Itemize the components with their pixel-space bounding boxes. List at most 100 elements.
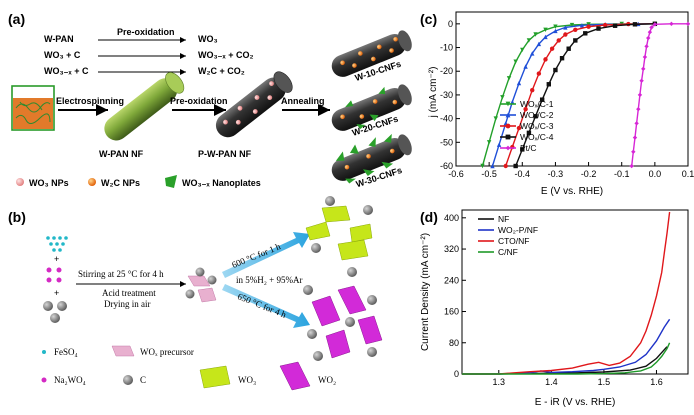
series-point-4	[639, 78, 644, 83]
chart-d-ylabel: Current Density (mA cm⁻²)	[420, 233, 431, 351]
series-point-2	[543, 57, 548, 62]
series-point-3	[559, 56, 565, 61]
series-point-0	[480, 163, 485, 169]
lower-condition: 650 °C for 4 h	[236, 291, 288, 320]
x-tick-label: -0.6	[448, 169, 464, 179]
series-line-4	[631, 23, 688, 167]
series-point-0	[526, 38, 532, 43]
series-line-3	[462, 342, 671, 375]
plus-sign-2: +	[54, 288, 59, 298]
plus-sign-1: +	[54, 254, 59, 264]
y-tick-label: 0	[448, 19, 453, 29]
legend-label: WOₓ/C-4	[520, 132, 554, 142]
legend-wo3-np: WO₃ NPs	[29, 178, 69, 188]
gas-condition: in 5%H₂ + 95%Ar	[236, 275, 302, 285]
precursor-legend-icon	[111, 345, 135, 357]
series-point-4	[646, 35, 651, 41]
legend-wo2: WO₂	[318, 375, 336, 385]
y-tick-label: -10	[440, 43, 453, 53]
series-line-0	[462, 346, 668, 375]
series-line-1	[491, 23, 655, 167]
carbon-cluster	[43, 301, 67, 323]
series-point-0	[513, 59, 518, 64]
legend-label: CTO/NF	[498, 236, 529, 246]
legend-wo3x: WO₃₋ₓ Nanoplates	[182, 178, 261, 188]
chart-c-ylabel: j (mA cm⁻²)	[428, 67, 439, 119]
legend-marker	[505, 134, 511, 140]
reaction-2-reactant: WO₃ + C	[44, 50, 81, 60]
na2wo4-cluster	[46, 267, 62, 283]
series-point-1	[543, 34, 548, 40]
y-tick-label: -20	[440, 66, 453, 76]
feso4-cluster	[46, 236, 68, 252]
series-point-4	[634, 121, 639, 126]
y-tick-label: 320	[444, 244, 459, 254]
series-point-2	[602, 22, 608, 28]
y-tick-label: 0	[454, 369, 459, 379]
legend-label: Pt/C	[520, 143, 537, 153]
y-tick-label: -30	[440, 90, 453, 100]
y-tick-label: 160	[444, 307, 459, 317]
lower-heating-arrow	[222, 284, 310, 328]
panel-a: (a) W-PAN Pre-oxidation WO₃ WO₃ + C WO₃₋…	[8, 11, 412, 189]
series-point-3	[513, 163, 518, 169]
chart-c-xlabel: E (V vs. RHE)	[541, 186, 603, 197]
series-point-2	[523, 106, 528, 112]
series-point-4	[632, 135, 638, 140]
legend-w2c-np: W₂C NPs	[101, 178, 140, 188]
x-tick-label: 1.3	[493, 377, 506, 387]
wpan-fiber	[104, 72, 185, 141]
wo2-product-cluster	[303, 285, 383, 361]
legend-c: C	[140, 375, 146, 385]
series-point-0	[493, 116, 498, 121]
wo3-legend-icon	[199, 365, 231, 389]
wpan-fiber-label: W-PAN NF	[99, 149, 144, 159]
series-point-2	[556, 38, 561, 43]
series-point-2	[563, 32, 568, 37]
chart-d-ticks: 1.3 1.4 1.5 1.6 0 80 160 240 320 400	[444, 213, 663, 387]
electrospinning-label: Electrospinning	[56, 96, 124, 106]
precursor-cluster	[185, 267, 217, 303]
legend-marker	[505, 145, 511, 151]
legend-feso4: FeSO₄	[54, 347, 78, 357]
series-point-1	[530, 51, 535, 56]
series-point-0	[486, 140, 492, 145]
x-tick-label: 1.6	[650, 377, 663, 387]
na2wo4-legend-icon	[41, 377, 47, 383]
legend-label: WOₓ/C-1	[520, 99, 554, 109]
panel-b-label: (b)	[8, 209, 26, 225]
series-point-4	[636, 106, 641, 112]
reaction-3-product: W₂C + CO₂	[198, 66, 245, 76]
series-point-1	[579, 23, 585, 28]
panel-c: (c) -0.6 -0.5 -0.4 -0.3 -0.2 -0.1 0.0 0.1 0 -10 -2…	[420, 11, 694, 197]
series-point-2	[516, 125, 522, 131]
y-tick-label: -60	[440, 161, 453, 171]
reaction-1-product: WO₃	[198, 34, 218, 44]
x-tick-label: 1.5	[598, 377, 611, 387]
x-tick-label: 0.0	[649, 169, 662, 179]
y-tick-label: 400	[444, 213, 459, 223]
series-point-0	[520, 47, 525, 53]
series-point-2	[586, 24, 591, 29]
product-fiber-w10	[331, 30, 412, 77]
legend-label: NF	[498, 214, 509, 224]
series-point-3	[566, 46, 571, 51]
wo3-np-icon	[16, 178, 24, 186]
acid-treatment: Acid treatment	[102, 288, 156, 298]
pwpan-fiber	[215, 71, 293, 138]
legend-marker	[505, 112, 511, 118]
series-point-1	[553, 28, 558, 34]
series-point-3	[583, 31, 588, 36]
series-point-3	[596, 26, 601, 31]
drying-in-air: Drying in air	[104, 299, 151, 309]
preoxidation-label: Pre-oxidation	[170, 96, 228, 106]
legend-precursor: WOₓ precursor	[140, 347, 194, 357]
series-line-1	[462, 318, 671, 375]
feso4-legend-icon	[42, 350, 46, 354]
panel-c-label: (c)	[420, 11, 437, 27]
pwpan-fiber-label: P-W-PAN NF	[198, 149, 252, 159]
reaction-1-reactant: W-PAN	[44, 34, 74, 44]
series-point-3	[520, 147, 525, 152]
series-point-2	[536, 71, 542, 76]
